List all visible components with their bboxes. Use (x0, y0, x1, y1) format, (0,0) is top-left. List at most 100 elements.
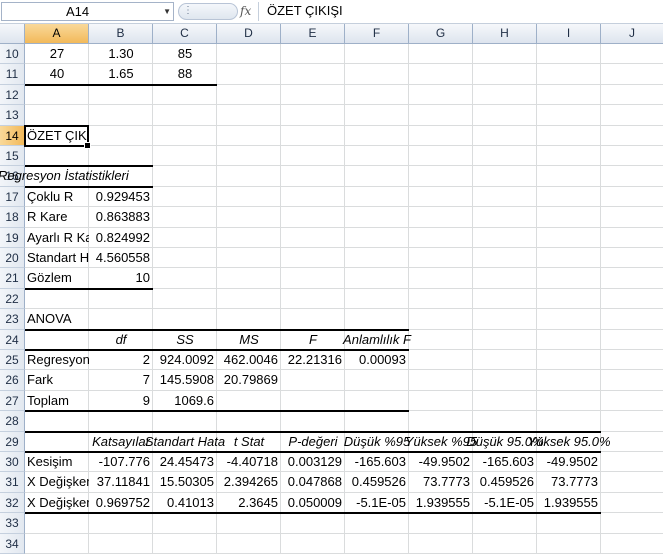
cell-b29[interactable]: Katsayılar (92, 434, 150, 449)
cell-b24[interactable]: df (115, 332, 127, 347)
cell-a21[interactable]: Gözlem (27, 270, 72, 285)
cell-b11[interactable]: 1.65 (108, 66, 134, 81)
row-header-24[interactable]: 24 (0, 330, 25, 350)
cell-i32[interactable]: 1.939555 (543, 495, 598, 510)
cell-d29[interactable]: t Stat (233, 434, 265, 449)
formula-input[interactable]: ÖZET ÇIKIŞI (258, 2, 663, 21)
row-header-22[interactable]: 22 (0, 289, 25, 309)
row-header-15[interactable]: 15 (0, 146, 25, 166)
row-header-28[interactable]: 28 (0, 411, 25, 432)
row-header-26[interactable]: 26 (0, 370, 25, 391)
fill-handle[interactable] (84, 142, 91, 149)
row-header-21[interactable]: 21 (0, 268, 25, 289)
row-header-30[interactable]: 30 (0, 452, 25, 472)
insert-function-icon[interactable]: fx (240, 4, 252, 18)
cell-a26[interactable]: Fark (27, 372, 53, 387)
row-header-33[interactable]: 33 (0, 513, 25, 534)
row-header-11[interactable]: 11 (0, 64, 25, 85)
column-header-b[interactable]: B (89, 24, 153, 43)
cell-b21[interactable]: 10 (135, 270, 150, 285)
cell-a14[interactable]: ÖZET ÇIKIŞI (27, 128, 89, 143)
cell-b25[interactable]: 2 (142, 352, 150, 367)
cell-b20[interactable]: 4.560558 (95, 250, 150, 265)
name-box[interactable]: A14 ▼ (1, 2, 174, 21)
cell-d24[interactable]: MS (239, 332, 259, 347)
cell-f25[interactable]: 0.00093 (359, 352, 406, 367)
cell-d30[interactable]: -4.40718 (226, 454, 278, 469)
cell-a10[interactable]: 27 (49, 46, 65, 61)
cell-h29[interactable]: Düşük 95.0% (466, 434, 544, 449)
cell-c10[interactable]: 85 (177, 46, 193, 61)
row-header-27[interactable]: 27 (0, 391, 25, 411)
column-header-f[interactable]: F (345, 24, 409, 43)
cell-a19[interactable]: Ayarlı R Kare (27, 230, 89, 245)
cell-e31[interactable]: 0.047868 (287, 474, 342, 489)
row-header-29[interactable]: 29 (0, 432, 25, 452)
cell-h30[interactable]: -165.603 (482, 454, 534, 469)
cell-b27[interactable]: 9 (142, 393, 150, 408)
cell-a11[interactable]: 40 (49, 66, 65, 81)
column-header-i[interactable]: I (537, 24, 601, 43)
row-header-17[interactable]: 17 (0, 187, 25, 207)
cell-c29[interactable]: Standart Hata (144, 434, 226, 449)
chevron-down-icon[interactable]: ▼ (163, 7, 171, 16)
cell-g32[interactable]: 1.939555 (415, 495, 470, 510)
column-header-e[interactable]: E (281, 24, 345, 43)
row-header-12[interactable]: 12 (0, 85, 25, 105)
cell-b32[interactable]: 0.969752 (95, 495, 150, 510)
cell-c31[interactable]: 15.50305 (159, 474, 214, 489)
cell-e25[interactable]: 22.21316 (287, 352, 342, 367)
cell-a20[interactable]: Standart Hata (27, 250, 89, 265)
cell-i29[interactable]: Yüksek 95.0% (527, 434, 611, 449)
cell-e24[interactable]: F (309, 332, 317, 347)
cell-d25[interactable]: 462.0046 (223, 352, 278, 367)
row-header-13[interactable]: 13 (0, 105, 25, 126)
column-header-d[interactable]: D (217, 24, 281, 43)
row-header-14[interactable]: 14 (0, 126, 25, 146)
cell-b10[interactable]: 1.30 (108, 46, 134, 61)
cell-c11[interactable]: 88 (177, 66, 193, 81)
cell-f30[interactable]: -165.603 (354, 454, 406, 469)
cell-f31[interactable]: 0.459526 (351, 474, 406, 489)
cell-c27[interactable]: 1069.6 (174, 393, 214, 408)
row-header-19[interactable]: 19 (0, 228, 25, 248)
row-header-25[interactable]: 25 (0, 350, 25, 370)
cell-f29[interactable]: Düşük %95 (343, 434, 411, 449)
row-header-16[interactable]: 16 (0, 166, 25, 187)
column-header-h[interactable]: H (473, 24, 537, 43)
cell-a31[interactable]: X Değişken 1 (27, 474, 89, 489)
cell-a30[interactable]: Kesişim (27, 454, 73, 469)
cell-f32[interactable]: -5.1E-05 (356, 495, 406, 510)
column-header-a[interactable]: A (25, 24, 89, 43)
cell-b19[interactable]: 0.824992 (95, 230, 150, 245)
cell-e30[interactable]: 0.003129 (287, 454, 342, 469)
cell-a25[interactable]: Regresyon (27, 352, 89, 367)
column-header-g[interactable]: G (409, 24, 473, 43)
row-header-23[interactable]: 23 (0, 309, 25, 330)
row-header-34[interactable]: 34 (0, 534, 25, 554)
cell-a17[interactable]: Çoklu R (27, 189, 74, 204)
cell-b26[interactable]: 7 (142, 372, 150, 387)
select-all-corner[interactable] (0, 24, 25, 43)
cell-b30[interactable]: -107.776 (98, 454, 150, 469)
row-header-10[interactable]: 10 (0, 44, 25, 64)
cell-d26[interactable]: 20.79869 (223, 372, 278, 387)
cell-g29[interactable]: Yüksek %95 (404, 434, 478, 449)
cell-b18[interactable]: 0.863883 (95, 209, 150, 224)
cell-c26[interactable]: 145.5908 (159, 372, 214, 387)
cell-a27[interactable]: Toplam (27, 393, 69, 408)
cell-g31[interactable]: 73.7773 (423, 474, 470, 489)
worksheet-grid[interactable]: 10 11 12 13 14 15 16 17 18 19 20 21 22 23 24 25 26 27 28 29… (0, 44, 663, 554)
cell-a32[interactable]: X Değişken 2 (27, 495, 89, 510)
cell-h32[interactable]: -5.1E-05 (484, 495, 534, 510)
cell-e29[interactable]: P-değeri (288, 434, 338, 449)
cell-g30[interactable]: -49.9502 (418, 454, 470, 469)
cell-c32[interactable]: 0.41013 (167, 495, 214, 510)
cell-b17[interactable]: 0.929453 (95, 189, 150, 204)
cell-i30[interactable]: -49.9502 (546, 454, 598, 469)
row-header-20[interactable]: 20 (0, 248, 25, 268)
cell-c24[interactable]: SS (176, 332, 194, 347)
cell-i31[interactable]: 73.7773 (551, 474, 598, 489)
row-header-32[interactable]: 32 (0, 493, 25, 513)
cell-f24[interactable]: Anlamlılık F (343, 332, 411, 347)
